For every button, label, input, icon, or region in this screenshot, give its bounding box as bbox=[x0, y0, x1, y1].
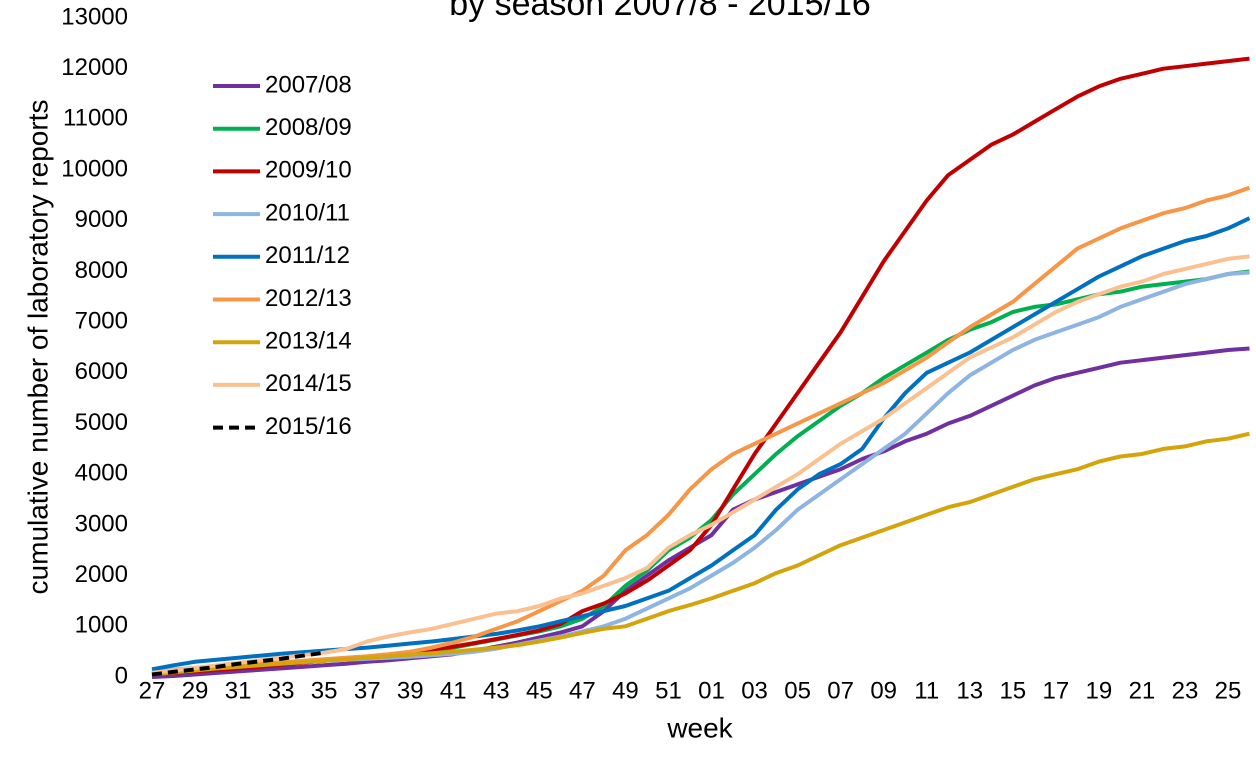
y-tick-label: 6000 bbox=[75, 358, 128, 385]
x-tick-label: 07 bbox=[827, 677, 854, 704]
x-tick-label: 21 bbox=[1129, 677, 1156, 704]
x-tick-label: 17 bbox=[1042, 677, 1069, 704]
x-tick-label: 45 bbox=[526, 677, 553, 704]
y-axis-label: cumulative number of laboratory reports bbox=[22, 100, 53, 595]
x-tick-label: 01 bbox=[698, 677, 725, 704]
y-tick-label: 2000 bbox=[75, 561, 128, 588]
x-tick-label: 11 bbox=[914, 677, 939, 704]
x-tick-label: 19 bbox=[1086, 677, 1113, 704]
x-tick-label: 15 bbox=[999, 677, 1026, 704]
y-tick-label: 8000 bbox=[75, 257, 128, 284]
x-tick-label: 05 bbox=[784, 677, 811, 704]
y-tick-label: 1000 bbox=[75, 612, 128, 639]
legend-label: 2009/10 bbox=[265, 157, 352, 184]
legend-label: 2008/09 bbox=[265, 114, 352, 141]
x-tick-label: 25 bbox=[1215, 677, 1242, 704]
legend-label: 2013/14 bbox=[265, 328, 352, 355]
x-tick-label: 49 bbox=[612, 677, 639, 704]
x-tick-label: 37 bbox=[354, 677, 381, 704]
y-tick-label: 10000 bbox=[61, 155, 128, 182]
chart-title: by season 2007/8 - 2015/16 bbox=[449, 0, 871, 23]
x-axis-label: week bbox=[666, 712, 733, 743]
x-tick-label: 47 bbox=[569, 677, 596, 704]
legend-label: 2014/15 bbox=[265, 370, 352, 397]
series-line bbox=[151, 346, 1250, 679]
legend-label: 2010/11 bbox=[265, 199, 350, 226]
y-tick-label: 0 bbox=[115, 662, 128, 689]
x-tick-label: 13 bbox=[956, 677, 983, 704]
x-tick-label: 35 bbox=[311, 677, 338, 704]
y-tick-label: 11000 bbox=[63, 105, 128, 132]
x-tick-label: 41 bbox=[440, 677, 467, 704]
y-tick-label: 3000 bbox=[75, 510, 128, 537]
x-tick-label: 03 bbox=[741, 677, 768, 704]
legend-label: 2007/08 bbox=[265, 71, 352, 98]
y-tick-label: 7000 bbox=[75, 307, 128, 334]
x-tick-label: 33 bbox=[268, 677, 295, 704]
x-tick-label: 27 bbox=[139, 677, 166, 704]
y-tick-label: 4000 bbox=[75, 460, 128, 487]
legend-label: 2012/13 bbox=[265, 285, 352, 312]
series-line bbox=[151, 650, 325, 677]
legend-label: 2011/12 bbox=[265, 242, 350, 269]
legend-label: 2015/16 bbox=[265, 413, 352, 440]
y-tick-label: 5000 bbox=[75, 409, 128, 436]
series-line bbox=[151, 254, 1250, 675]
x-tick-label: 29 bbox=[182, 677, 209, 704]
x-tick-label: 51 bbox=[655, 677, 682, 704]
x-tick-label: 23 bbox=[1172, 677, 1199, 704]
y-tick-label: 12000 bbox=[61, 54, 128, 81]
x-tick-label: 09 bbox=[870, 677, 897, 704]
y-tick-label: 9000 bbox=[75, 206, 128, 233]
x-tick-label: 43 bbox=[483, 677, 510, 704]
x-tick-label: 39 bbox=[397, 677, 424, 704]
x-tick-label: 31 bbox=[225, 677, 252, 704]
y-tick-label: 13000 bbox=[61, 3, 128, 30]
series-line bbox=[151, 431, 1250, 677]
